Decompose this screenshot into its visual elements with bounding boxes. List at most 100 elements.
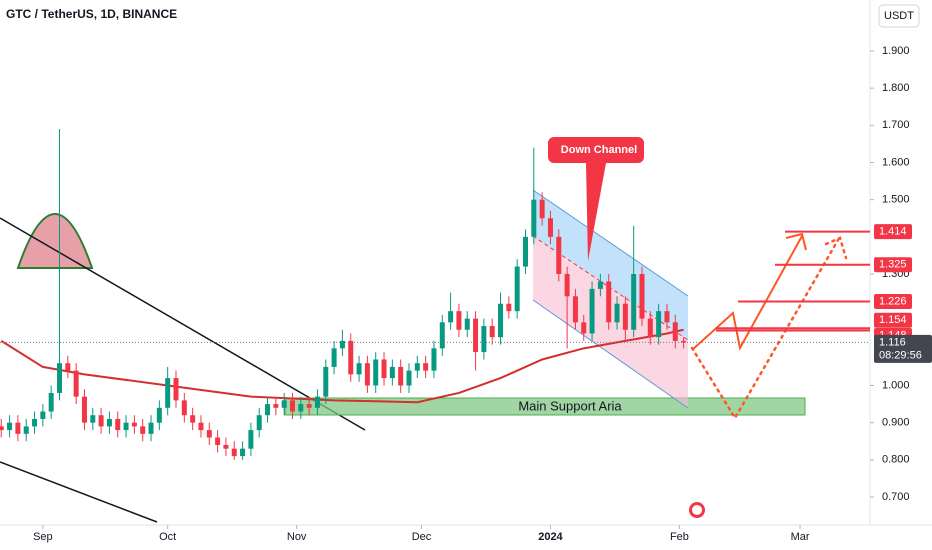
candle-body — [564, 274, 570, 297]
candle-body — [331, 348, 337, 367]
candle-body — [223, 444, 229, 449]
trend-line — [0, 461, 158, 523]
y-tick-label: 1.900 — [882, 45, 910, 57]
countdown-label: 08:29:56 — [879, 349, 922, 361]
level-label: 1.414 — [879, 226, 907, 238]
candle-body — [539, 199, 545, 219]
x-tick-label: Dec — [412, 531, 432, 543]
callout — [548, 137, 644, 261]
candle-body — [656, 311, 662, 338]
candle-body — [140, 426, 146, 434]
candle-body — [473, 318, 479, 353]
candle-body — [156, 407, 162, 423]
candle-body — [298, 404, 304, 412]
candle-body — [356, 363, 362, 375]
candle-body — [65, 363, 71, 371]
candle-body — [181, 400, 187, 416]
candle-body — [190, 415, 196, 423]
candle-body — [81, 396, 87, 423]
candle-body — [256, 415, 262, 431]
candle-body — [531, 199, 537, 237]
level-box — [874, 312, 912, 328]
callout-label: Down Channel — [561, 144, 637, 156]
dome — [16, 213, 94, 269]
level-label: 1.325 — [879, 259, 907, 271]
candle-body — [40, 411, 46, 419]
y-tick-label: 1.000 — [882, 379, 910, 391]
candle-body — [23, 426, 29, 434]
last-price-label: 1.116 — [879, 336, 906, 348]
candle-body — [398, 366, 404, 386]
candle-body — [273, 404, 279, 408]
candle-body — [198, 422, 204, 431]
candle-body — [248, 430, 254, 449]
trend-line — [0, 217, 366, 431]
candle-body — [631, 274, 637, 330]
candle-body — [348, 340, 354, 375]
candle-body — [664, 311, 670, 323]
candle-body — [48, 392, 54, 412]
candle-body — [314, 396, 320, 408]
level-label: 1.226 — [879, 295, 907, 307]
y-tick-label: 1.500 — [882, 194, 910, 206]
level-box — [874, 224, 912, 240]
candle-body — [606, 281, 612, 323]
candle-body — [123, 422, 129, 431]
channel-line — [532, 189, 689, 297]
candle-body — [173, 378, 179, 401]
candle-body — [339, 340, 345, 349]
level-box — [874, 294, 912, 310]
candle-body — [672, 322, 678, 341]
currency-label[interactable]: USDT — [884, 10, 914, 22]
channel-upper — [533, 190, 688, 340]
candle-body — [148, 422, 154, 434]
y-tick-label: 1.800 — [882, 82, 910, 94]
currency-box[interactable] — [878, 4, 920, 28]
candle-body — [15, 422, 21, 434]
candle-body — [115, 418, 121, 431]
candle-body — [681, 340, 687, 343]
level-label: 1.154 — [879, 314, 907, 326]
candle-body — [289, 400, 295, 412]
candle-body — [506, 303, 512, 312]
arrow-head — [785, 232, 807, 251]
y-tick-label: 0.800 — [882, 454, 910, 466]
candle-body — [32, 418, 38, 427]
candle-body — [448, 311, 454, 323]
candle-body — [165, 378, 171, 408]
level-box — [874, 257, 912, 273]
y-tick-label: 0.900 — [882, 417, 910, 429]
candle-body — [131, 422, 137, 427]
last-price-box — [874, 334, 932, 363]
y-tick-label: 0.700 — [882, 491, 910, 503]
candle-body — [414, 363, 420, 371]
candle-body — [572, 296, 578, 323]
candle-body — [522, 236, 528, 267]
x-tick-label: 2024 — [538, 531, 563, 543]
candle-body — [514, 266, 520, 312]
candle-body — [556, 236, 562, 274]
projection-dotted — [690, 238, 840, 421]
candle-body — [323, 366, 329, 397]
candle-body — [90, 415, 96, 423]
candle-body — [56, 363, 62, 393]
candle-body — [481, 326, 487, 353]
candle-body — [456, 311, 462, 330]
arrow-head — [824, 236, 848, 260]
candle-body — [364, 363, 370, 386]
event-icon-inner — [692, 505, 702, 515]
support-label: Main Support Aria — [518, 398, 622, 413]
candle-body — [215, 437, 221, 445]
candle-body — [423, 363, 429, 371]
channel-line — [532, 299, 689, 409]
candle-body — [589, 288, 595, 334]
candle-body — [381, 359, 387, 379]
candle-body — [439, 322, 445, 349]
x-tick-label: Mar — [791, 531, 810, 543]
candle-body — [231, 448, 237, 457]
candle-body — [106, 418, 112, 427]
candle-body — [240, 448, 246, 457]
candle-body — [489, 326, 495, 338]
